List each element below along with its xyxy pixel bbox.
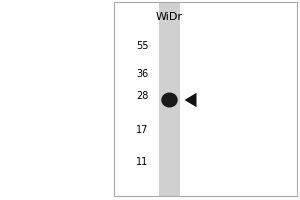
Bar	[114, 2, 297, 196]
Polygon shape	[184, 93, 196, 107]
Text: 17: 17	[136, 125, 148, 135]
Text: 11: 11	[136, 157, 148, 167]
Ellipse shape	[161, 92, 178, 108]
Text: WiDr: WiDr	[156, 12, 183, 22]
Text: 36: 36	[136, 69, 148, 79]
Text: 28: 28	[136, 91, 148, 101]
Bar	[159, 2, 180, 196]
Text: 55: 55	[136, 41, 148, 51]
